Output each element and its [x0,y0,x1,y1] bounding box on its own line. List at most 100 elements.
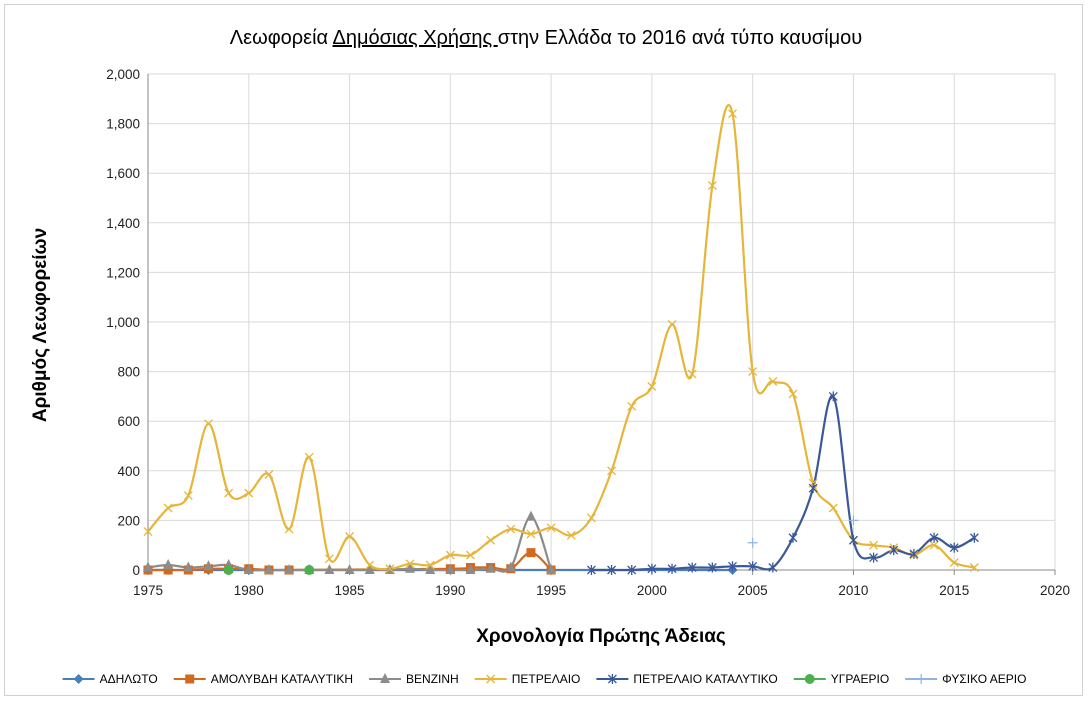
data-point-πετρελαιο [687,369,697,379]
data-point-βενζινη [465,564,476,574]
data-point-πετρελαιο [586,513,596,523]
data-point-βενζινη [505,561,516,572]
data-point-πετρελαιο [828,503,838,513]
data-point-πετρελαιο-καταλυτικο [586,565,596,575]
data-point-πετρελαιο [768,377,778,386]
data-point-πετρελαιο-καταλυτικο [728,561,737,572]
axes: 0 200 400 600 800 1,000 1,200 1,400 1,600 1,800 2,… [106,67,1070,598]
y-tick-label: 600 [117,414,140,429]
legend-marker [804,674,815,684]
data-point-βενζινη [143,561,153,572]
legend: ΑΔΗΛΩΤΟ ΑΜΟΛΥΒΔΗ ΚΑΤΑΛΥΤΙΚΗ ΒΕΝΖΙΝΗ ΠΕΤΡΕΛΑ… [62,672,1026,686]
x-tick-label: 1990 [435,583,465,598]
y-tick-label: 1,800 [106,117,140,132]
legend-label: ΠΕΤΡΕΛΑΙΟ ΚΑΤΑΛΥΤΙΚΟ [633,672,777,686]
series-line-πετρελαιο [147,104,975,571]
data-point-πετρελαιο [425,560,435,570]
series-markers [143,109,979,575]
data-point-αμολυβδη-καταλυτικη [163,565,173,575]
legend-label: ΒΕΝΖΙΝΗ [406,672,459,686]
chart-frame [4,4,1083,696]
data-point-πετρελαιο [788,389,798,399]
data-point-βενζινη [203,560,214,571]
data-point-πετρελαιο-καταλυτικο [647,563,657,574]
legend-item-αδηλωτο: ΑΔΗΛΩΤΟ [62,672,158,686]
data-point-βενζινη [284,564,295,574]
data-point-πετρελαιο-καταλυτικο [828,391,838,402]
x-tick-label: 1985 [335,583,365,598]
data-point-πετρελαιο-καταλυτικο [627,565,637,575]
y-tick-label: 1,400 [106,216,140,231]
data-point-πετρελαιο-καταλυτικο [667,563,677,574]
data-point-πετρελαιο [526,529,536,539]
data-point-πετρελαιο [506,524,516,534]
data-point-υγραεριο [304,565,315,575]
data-point-πετρελαιο [486,535,496,545]
legend-item-αμολυβδη-καταλυτικη: ΑΜΟΛΥΒΔΗ ΚΑΤΑΛΥΤΙΚΗ [173,672,353,686]
legend-label: ΑΔΗΛΩΤΟ [100,672,158,686]
data-point-πετρελαιο [647,382,657,391]
data-point-πετρελαιο [324,554,334,564]
data-point-πετρελαιο [385,564,395,574]
x-tick-label: 2010 [838,583,868,598]
data-point-πετρελαιο [546,523,556,533]
legend-label: ΑΜΟΛΥΒΔΗ ΚΑΤΑΛΥΤΙΚΗ [211,672,353,686]
data-point-πετρελαιο-καταλυτικο [869,552,879,563]
data-point-πετρελαιο [929,540,939,550]
x-tick-label: 2005 [738,583,768,598]
y-tick-label: 200 [117,513,140,528]
data-point-πετρελαιο-καταλυτικο [748,561,758,572]
data-point-πετρελαιο-καταλυτικο [929,532,939,543]
data-point-πετρελαιο [667,320,677,329]
data-point-βενζινη [525,510,536,521]
data-point-πετρελαιο [445,550,455,560]
legend-label: ΥΓΡΑΕΡΙΟ [831,672,889,686]
data-point-βενζινη [425,564,436,574]
legend-marker [607,674,617,684]
data-point-βενζινη [445,564,456,574]
y-tick-label: 0 [132,563,140,578]
data-point-πετρελαιο [748,367,758,377]
data-point-πετρελαιο [607,466,617,476]
data-point-πετρελαιο-καταλυτικο [889,545,899,556]
data-point-βενζινη [243,564,254,574]
data-point-πετρελαιο-καταλυτικο [808,483,818,494]
data-point-αμολυβδη-καταλυτικη [526,548,536,558]
data-point-πετρελαιο [345,532,355,541]
legend-item-πετρελαιο: ΠΕΤΡΕΛΑΙΟ [474,672,580,686]
data-point-βενζινη [344,564,355,574]
data-point-φυσικο-αεριο [747,537,758,548]
legend-marker [185,674,195,684]
data-point-πετρελαιο-καταλυτικο [788,532,798,543]
data-point-υγραεριο [223,565,234,575]
y-tick-label: 1,200 [106,265,140,280]
data-point-πετρελαιο [869,540,879,550]
x-tick-label: 2015 [939,583,969,598]
legend-marker [73,674,84,684]
data-point-πετρελαιο-καταλυτικο [909,548,919,559]
data-point-πετρελαιο [143,527,153,537]
series-line-πετρελαιο-καταλυτικο [591,394,975,572]
data-point-πετρελαιο [949,558,959,568]
legend-item-πετρελαιο-καταλυτικο: ΠΕΤΡΕΛΑΙΟ ΚΑΤΑΛΥΤΙΚΟ [596,672,778,686]
series-lines [147,104,975,573]
data-point-πετρελαιο-καταλυτικο [768,562,778,573]
data-point-πετρελαιο [627,401,637,411]
data-point-πετρελαιο [304,452,314,462]
y-tick-label: 1,000 [106,315,140,330]
x-tick-label: 2020 [1040,583,1070,598]
y-tick-label: 400 [117,464,140,479]
data-point-βενζινη [546,564,557,574]
y-tick-label: 1,600 [106,166,140,181]
x-tick-label: 2000 [637,583,667,598]
x-tick-label: 1975 [133,583,163,598]
data-point-πετρελαιο [365,560,375,570]
legend-item-βενζινη: ΒΕΝΖΙΝΗ [369,672,459,686]
data-point-πετρελαιο [405,559,415,569]
data-point-πετρελαιο [204,419,213,429]
legend-item-υγραεριο: ΥΓΡΑΕΡΙΟ [793,672,889,686]
data-point-πετρελαιο [244,488,254,498]
data-point-βενζινη [163,559,174,570]
y-tick-label: 2,000 [106,67,140,82]
